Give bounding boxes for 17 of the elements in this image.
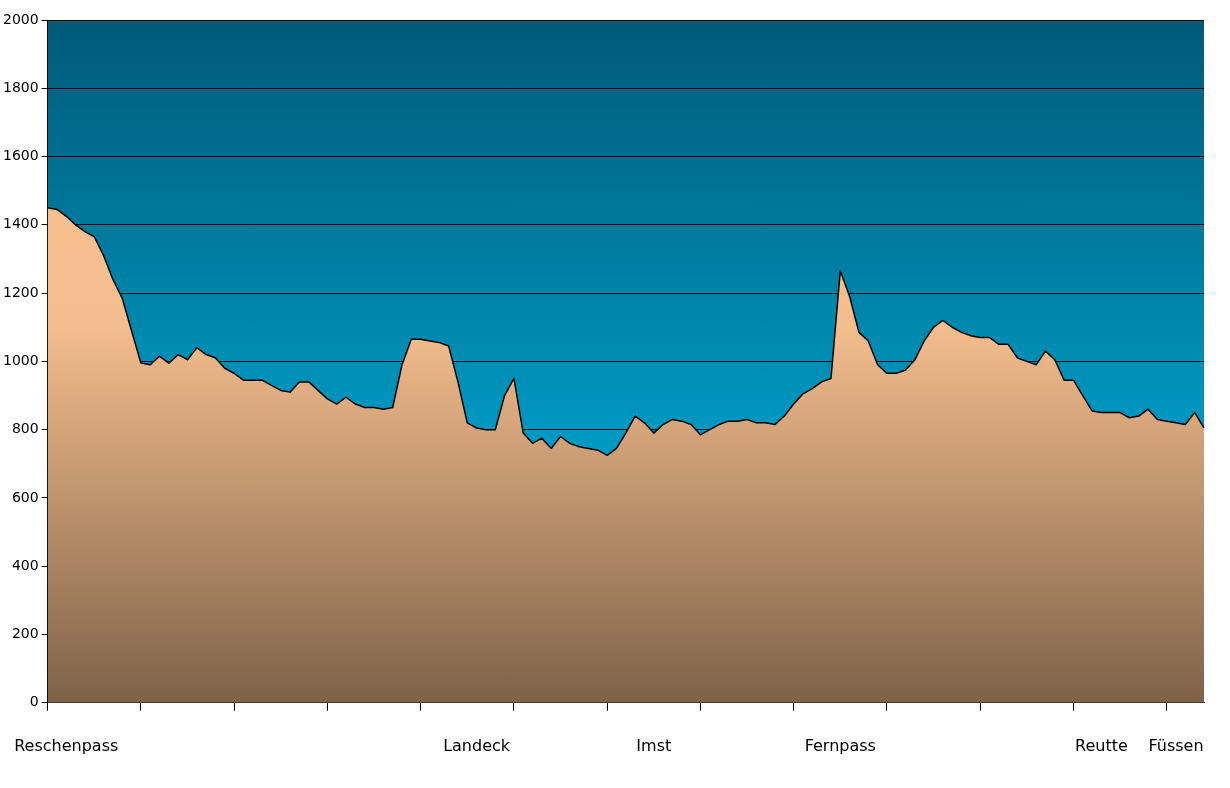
x-tick-label: Landeck (443, 735, 511, 755)
y-tick-label: 1200 (2, 283, 39, 300)
y-tick-label: 800 (11, 420, 39, 437)
y-tick-label: 400 (11, 556, 39, 573)
y-tick-label: 0 (29, 693, 39, 710)
x-tick-label: Reschenpass (14, 735, 119, 755)
y-tick-label: 1000 (2, 352, 39, 369)
y-tick-label: 1600 (2, 147, 39, 164)
y-tick-label: 1800 (2, 78, 39, 95)
x-tick-label: Imst (636, 735, 672, 755)
y-tick-label: 1400 (2, 215, 39, 232)
x-tick-label: Füssen (1148, 735, 1204, 755)
y-tick-label: 200 (11, 625, 39, 642)
y-tick-label: 2000 (2, 10, 39, 27)
y-tick-label: 600 (11, 488, 39, 505)
x-tick-label: Reutte (1075, 735, 1128, 755)
x-tick-label: Fernpass (804, 735, 876, 755)
